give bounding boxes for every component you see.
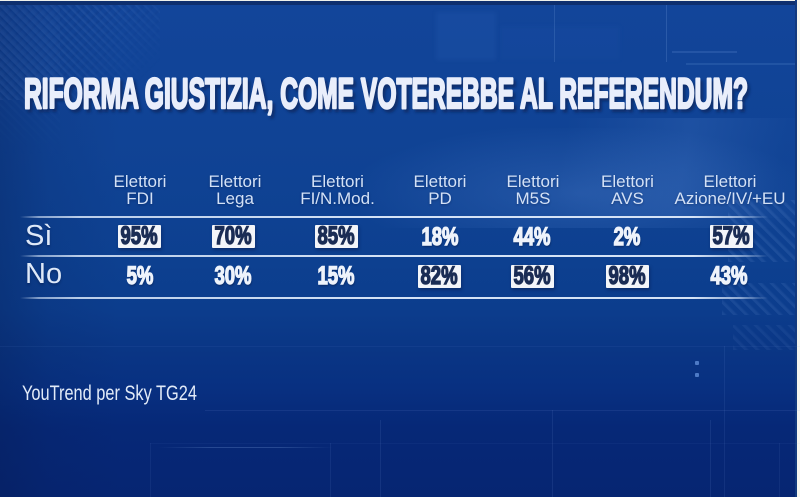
svg-text:RIFORMA GIUSTIZIA, COME VOTERE: RIFORMA GIUSTIZIA, COME VOTEREBBE AL REF…: [24, 71, 748, 118]
svg-text:RIFORMA GIUSTIZIA, COME VOTERE: RIFORMA GIUSTIZIA, COME VOTEREBBE AL REF…: [27, 74, 751, 121]
